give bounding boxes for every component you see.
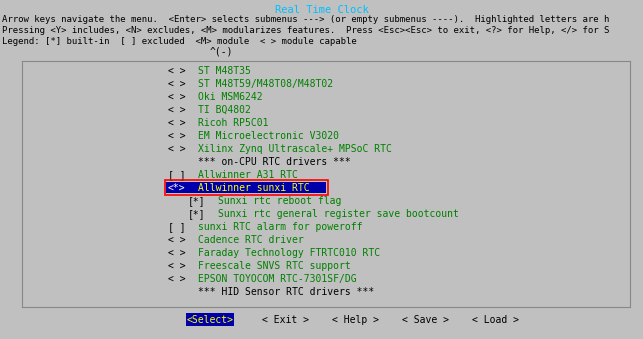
Text: ST M48T59/M48T08/M48T02: ST M48T59/M48T08/M48T02 [198, 79, 333, 89]
Bar [186, 313, 234, 326]
Bar [166, 182, 326, 193]
Text: < >: < > [168, 248, 186, 258]
Text: < >: < > [168, 66, 186, 76]
Text: < >: < > [168, 235, 186, 245]
Text: < Exit >: < Exit > [262, 315, 309, 325]
Text: [*]: [*] [188, 209, 206, 219]
Text: Freescale SNVS RTC support: Freescale SNVS RTC support [198, 261, 350, 271]
Text: sunxi RTC alarm for poweroff: sunxi RTC alarm for poweroff [198, 222, 363, 232]
Text: Ricoh RP5C01: Ricoh RP5C01 [198, 118, 269, 128]
Text: < >: < > [168, 118, 186, 128]
Text: < Load >: < Load > [471, 315, 518, 325]
Text: < Save >: < Save > [401, 315, 449, 325]
Text: < >: < > [168, 261, 186, 271]
Text: Oki MSM6242: Oki MSM6242 [198, 92, 262, 102]
Text: ST M48T35: ST M48T35 [198, 66, 251, 76]
Text: <*>: <*> [168, 183, 186, 193]
Text: TI BQ4802: TI BQ4802 [198, 105, 251, 115]
Text: < >: < > [168, 274, 186, 284]
Text: EPSON TOYOCOM RTC-7301SF/DG: EPSON TOYOCOM RTC-7301SF/DG [198, 274, 357, 284]
Text: *** on-CPU RTC drivers ***: *** on-CPU RTC drivers *** [198, 157, 350, 167]
Text: Allwinner A31 RTC: Allwinner A31 RTC [198, 170, 298, 180]
Text: Sunxi rtc general register save bootcount: Sunxi rtc general register save bootcoun… [218, 209, 459, 219]
Text: Faraday Technology FTRTC010 RTC: Faraday Technology FTRTC010 RTC [198, 248, 380, 258]
Text: [ ]: [ ] [168, 222, 186, 232]
Text: Legend: [*] built-in  [ ] excluded  <M> module  < > module capable: Legend: [*] built-in [ ] excluded <M> mo… [2, 37, 357, 46]
Text: < >: < > [168, 79, 186, 89]
Text: Allwinner sunxi RTC: Allwinner sunxi RTC [198, 183, 310, 193]
Text: [*]: [*] [188, 196, 206, 206]
Text: < >: < > [168, 144, 186, 154]
Text: Arrow keys navigate the menu.  <Enter> selects submenus ---> (or empty submenus : Arrow keys navigate the menu. <Enter> se… [2, 15, 610, 24]
Text: *** HID Sensor RTC drivers ***: *** HID Sensor RTC drivers *** [198, 287, 374, 297]
Text: [ ]: [ ] [168, 170, 186, 180]
Text: Sunxi rtc reboot flag: Sunxi rtc reboot flag [218, 196, 341, 206]
Text: < >: < > [168, 105, 186, 115]
Text: Cadence RTC driver: Cadence RTC driver [198, 235, 303, 245]
Text: <Select>: <Select> [186, 315, 233, 325]
Text: Real Time Clock: Real Time Clock [275, 5, 368, 15]
Text: < Help >: < Help > [332, 315, 379, 325]
Text: < >: < > [168, 92, 186, 102]
Text: ^(-): ^(-) [210, 46, 233, 56]
Text: EM Microelectronic V3020: EM Microelectronic V3020 [198, 131, 339, 141]
Bar [165, 180, 327, 195]
Text: Pressing <Y> includes, <N> excludes, <M> modularizes features.  Press <Esc><Esc>: Pressing <Y> includes, <N> excludes, <M>… [2, 26, 610, 35]
Text: Xilinx Zynq Ultrascale+ MPSoC RTC: Xilinx Zynq Ultrascale+ MPSoC RTC [198, 144, 392, 154]
Text: < >: < > [168, 131, 186, 141]
